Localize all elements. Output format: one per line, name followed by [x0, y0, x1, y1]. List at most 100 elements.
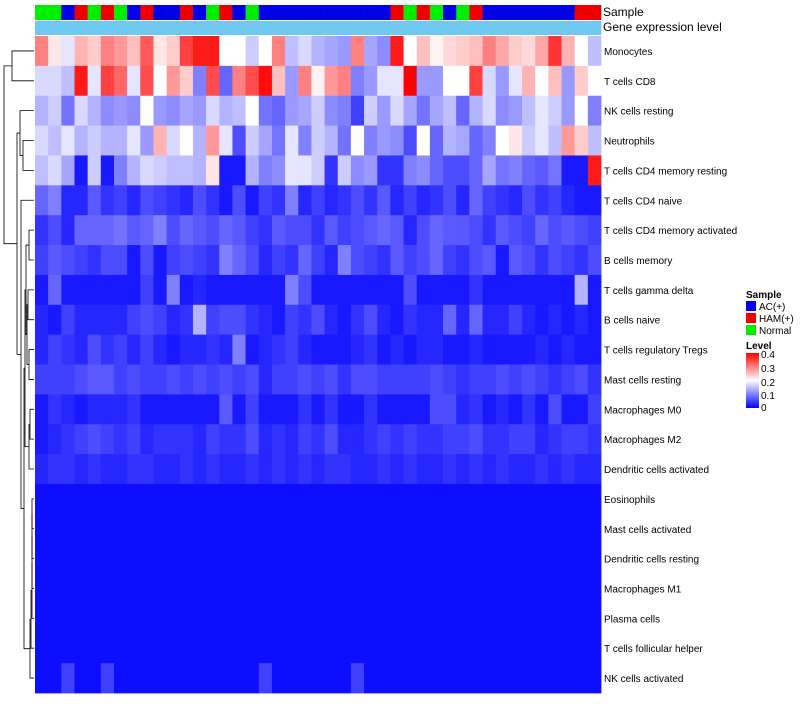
expression-annotation-cell — [179, 21, 194, 35]
heatmap-cell — [324, 573, 339, 604]
expression-annotation-cell — [495, 21, 510, 35]
heatmap-cell — [192, 513, 207, 545]
heatmap-cell — [587, 215, 602, 246]
sample-annotation-cell — [561, 5, 575, 20]
heatmap-cell — [87, 573, 102, 604]
heatmap-cell — [113, 155, 128, 186]
heatmap-cell — [535, 603, 549, 634]
heatmap-cell — [324, 245, 339, 276]
heatmap-cell — [100, 95, 115, 126]
heatmap-cell — [350, 364, 365, 395]
heatmap-cell — [285, 543, 299, 574]
heatmap-cell — [416, 364, 431, 395]
heatmap-cell — [74, 304, 89, 336]
expression-annotation-cell — [140, 21, 154, 35]
heatmap-cell — [403, 573, 418, 604]
heatmap-cell — [522, 215, 536, 246]
heatmap-cell — [192, 543, 207, 574]
row-label: T cells regulatory Tregs — [604, 346, 708, 357]
heatmap-cell — [364, 573, 378, 604]
heatmap-cell — [192, 304, 207, 336]
heatmap-cell — [508, 125, 523, 156]
heatmap-cell — [245, 125, 260, 156]
heatmap-cell — [219, 304, 233, 336]
heatmap-cell — [390, 394, 404, 425]
heatmap-cell — [166, 454, 181, 485]
dendrogram-branch — [30, 589, 34, 649]
heatmap-cell — [350, 36, 365, 67]
heatmap-cell — [535, 424, 549, 455]
heatmap-cell — [548, 155, 562, 186]
heatmap-cell — [298, 155, 312, 186]
heatmap-cell — [258, 394, 273, 425]
heatmap-cell — [206, 125, 220, 156]
heatmap-cell — [443, 304, 457, 336]
heatmap-cell — [482, 215, 497, 246]
heatmap-cell — [403, 513, 418, 545]
sample-annotation-cell — [166, 5, 181, 20]
heatmap-cell — [258, 603, 273, 634]
row-label: Mast cells activated — [604, 525, 691, 536]
heatmap-cell — [390, 274, 404, 306]
expression-annotation-cell — [416, 21, 431, 35]
heatmap-cell — [508, 663, 523, 694]
heatmap-cell — [219, 454, 233, 485]
dendrogram-branch — [20, 199, 34, 509]
heatmap-cell — [535, 573, 549, 604]
heatmap-cell — [166, 36, 181, 67]
heatmap-cell — [192, 36, 207, 67]
heatmap-cell — [271, 185, 286, 216]
heatmap-cell — [482, 334, 497, 365]
heatmap-cell — [522, 513, 536, 545]
heatmap-cell — [561, 454, 576, 485]
heatmap-cell — [166, 65, 181, 97]
heatmap-cell — [561, 424, 576, 455]
heatmap-cell — [311, 304, 325, 336]
heatmap-cell — [403, 424, 418, 455]
heatmap-cell — [403, 454, 418, 485]
heatmap-cell — [350, 304, 365, 336]
heatmap-cell — [429, 573, 444, 604]
heatmap-cell — [377, 663, 391, 694]
heatmap-cell — [232, 65, 246, 97]
heatmap-cell — [245, 454, 260, 485]
heatmap-cell — [482, 603, 497, 634]
heatmap-cell — [113, 65, 128, 97]
dendrogram-branch — [29, 408, 34, 440]
heatmap-cell — [311, 573, 325, 604]
heatmap-cell — [35, 245, 49, 276]
heatmap-cell — [140, 36, 154, 67]
sample-annotation-cell — [61, 5, 75, 20]
heatmap-cell — [324, 36, 339, 67]
heatmap-cell — [48, 394, 62, 425]
heatmap-cell — [127, 95, 141, 126]
heatmap-cell — [245, 274, 260, 306]
heatmap-cell — [508, 36, 523, 67]
heatmap-cell — [166, 543, 181, 574]
heatmap-cell — [127, 185, 141, 216]
heatmap-cell — [166, 364, 181, 395]
sample-annotation-cell — [443, 5, 457, 20]
heatmap-cell — [574, 483, 589, 515]
heatmap-cell — [100, 155, 115, 186]
sample-annotation-cell — [456, 5, 470, 20]
heatmap-cell — [377, 125, 391, 156]
heatmap-cell — [127, 304, 141, 336]
heatmap-cell — [574, 95, 589, 126]
track-labels: Sample Gene expression level — [603, 5, 722, 34]
heatmap-cell — [311, 245, 325, 276]
heatmap-cell — [192, 454, 207, 485]
sample-annotation-cell — [324, 5, 339, 20]
heatmap-cell — [482, 245, 497, 276]
sample-annotation-cell — [574, 5, 589, 20]
heatmap-cell — [245, 215, 260, 246]
heatmap-cell — [35, 663, 49, 694]
heatmap-cell — [574, 454, 589, 485]
row-label: Neutrophils — [604, 137, 655, 148]
dendrogram-branch — [28, 349, 34, 380]
heatmap-cell — [192, 125, 207, 156]
heatmap-cell — [127, 424, 141, 455]
sample-annotation-cell — [35, 5, 49, 20]
heatmap-cell — [140, 483, 154, 515]
heatmap-cell — [482, 513, 497, 545]
